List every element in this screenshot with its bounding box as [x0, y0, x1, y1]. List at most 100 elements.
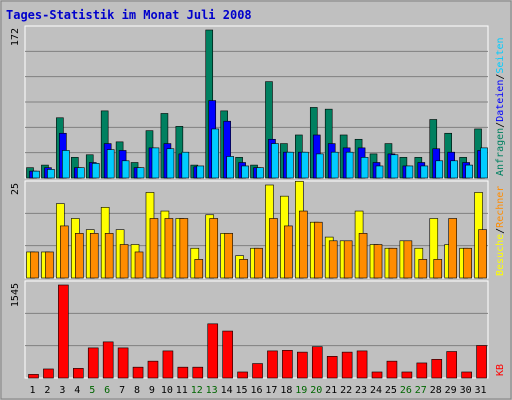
bar-top-seiten-day-30	[465, 164, 473, 179]
bar-bottom-kb-day-10	[162, 350, 174, 379]
bar-middle-rechner-day-10	[164, 218, 174, 279]
panel-top-legend: Anfragen/Dateien/Seiten	[495, 37, 506, 176]
bar-bottom-kb-day-23	[356, 350, 368, 379]
x-tick-label: 26	[400, 385, 412, 396]
legend-entry-middle-1: /	[495, 228, 506, 234]
x-axis-labels: 1 2 3 4 5 6 7 8 9 10 11 12 13 14 15 16 17 18 19 20 21 22 23 24 2…	[29, 385, 486, 396]
legend-entry-middle-2: Rechner	[495, 186, 506, 228]
x-tick-label: 6	[104, 385, 110, 396]
x-tick-label: 11	[176, 385, 188, 396]
bar-middle-rechner-day-30	[463, 247, 472, 279]
x-tick-label: 25	[385, 385, 397, 396]
x-tick-label: 18	[280, 385, 292, 396]
bar-middle-rechner-day-29	[448, 218, 457, 279]
bar-bottom-kb-day-22	[341, 351, 353, 379]
legend-entry-middle-0: Besuche	[495, 234, 506, 276]
bar-middle-rechner-day-17	[269, 218, 278, 279]
bar-bottom-kb-day-3	[58, 284, 69, 379]
x-tick-label: 31	[475, 385, 487, 396]
chart-title: Tages-Statistik im Monat Juli 2008	[6, 8, 252, 22]
legend-entry-top-3: /	[495, 74, 506, 80]
bar-middle-rechner-day-7	[119, 244, 129, 279]
bar-top-seiten-day-20	[315, 153, 324, 179]
bar-middle-rechner-day-8	[134, 251, 144, 279]
bar-middle-rechner-day-12	[194, 259, 204, 279]
bar-top-seiten-day-23	[360, 157, 369, 179]
panel-bottom-ymax-label: 1545	[10, 283, 21, 307]
x-tick-label: 17	[265, 385, 277, 396]
bar-middle-rechner-day-13	[209, 218, 219, 279]
x-tick-label: 28	[430, 385, 442, 396]
bar-bottom-kb-day-19	[297, 351, 308, 379]
panel-bottom: 1545 KB	[10, 280, 506, 379]
x-tick-label: 14	[221, 385, 233, 396]
bar-bottom-kb-day-11	[177, 366, 189, 379]
x-tick-label: 24	[370, 385, 382, 396]
x-tick-label: 9	[149, 385, 155, 396]
bar-bottom-kb-day-12	[192, 366, 204, 379]
bar-top-seiten-day-27	[420, 165, 429, 179]
bar-middle-rechner-day-5	[89, 233, 99, 279]
chart-panels: 172Anfragen/Dateien/Seiten25Besuche/Rech…	[10, 25, 506, 379]
bar-middle-rechner-day-2	[45, 251, 54, 279]
bar-top-seiten-day-14	[226, 156, 234, 179]
x-tick-label: 15	[236, 385, 248, 396]
legend-entry-top-0: Anfragen	[495, 128, 506, 176]
bar-top-seiten-day-19	[301, 151, 309, 179]
bar-bottom-kb-day-28	[431, 359, 443, 379]
bar-top-seiten-day-16	[256, 167, 264, 179]
bar-top-seiten-day-6	[106, 149, 115, 179]
bar-top-seiten-day-12	[196, 165, 205, 179]
panel-middle-ymax-label: 25	[10, 183, 21, 195]
bar-top-seiten-day-8	[136, 167, 145, 179]
bar-middle-rechner-day-28	[433, 259, 443, 279]
x-tick-label: 20	[310, 385, 322, 396]
bar-bottom-kb-day-20	[311, 346, 323, 379]
bar-top-seiten-day-2	[47, 169, 55, 179]
bar-middle-rechner-day-9	[149, 218, 159, 279]
bar-bottom-kb-day-14	[222, 330, 233, 379]
bar-bottom-kb-day-27	[416, 362, 428, 379]
bar-middle-rechner-day-16	[254, 247, 263, 279]
legend-entry-top-2: Dateien	[495, 80, 506, 122]
bar-bottom-kb-day-6	[102, 341, 114, 379]
bar-bottom-kb-day-13	[207, 323, 219, 379]
bar-bottom-kb-day-9	[147, 360, 159, 379]
bar-top-seiten-day-1	[32, 170, 40, 179]
bar-bottom-kb-day-30	[461, 371, 472, 379]
x-tick-label: 13	[206, 385, 218, 396]
bar-bottom-kb-day-26	[401, 371, 413, 379]
bar-bottom-kb-day-21	[326, 356, 338, 379]
bar-middle-rechner-day-6	[104, 233, 114, 279]
panel-bottom-background	[24, 280, 489, 379]
bar-bottom-kb-day-18	[282, 350, 293, 379]
panel-middle: 25 Besuche/Rechner	[10, 180, 506, 279]
panel-top-ymax-label: 172	[10, 28, 21, 46]
bar-top-seiten-day-15	[241, 165, 249, 179]
x-tick-label: 19	[295, 385, 307, 396]
x-tick-label: 5	[89, 385, 95, 396]
bar-top-seiten-day-21	[330, 151, 339, 179]
bar-bottom-kb-day-16	[252, 363, 263, 379]
bar-bottom-kb-day-4	[73, 368, 84, 379]
bar-middle-rechner-day-11	[179, 218, 189, 279]
bar-middle-rechner-day-20	[313, 221, 323, 279]
x-tick-label: 1	[29, 385, 35, 396]
bar-top-seiten-day-5	[91, 163, 100, 179]
bar-bottom-kb-day-2	[43, 368, 54, 379]
panel-middle-legend: Besuche/Rechner	[495, 186, 506, 276]
panel-bottom-legend: KB	[495, 364, 506, 376]
bar-top-seiten-day-13	[211, 128, 220, 179]
x-tick-label: 4	[74, 385, 80, 396]
x-tick-label: 29	[445, 385, 457, 396]
bar-middle-rechner-day-19	[299, 210, 308, 279]
bar-top-seiten-day-3	[62, 150, 70, 179]
bar-bottom-kb-day-31	[476, 345, 487, 379]
bar-top-seiten-day-7	[121, 160, 130, 179]
x-tick-label: 7	[119, 385, 125, 396]
bar-top-seiten-day-11	[181, 151, 190, 179]
bar-bottom-kb-day-25	[386, 360, 398, 379]
